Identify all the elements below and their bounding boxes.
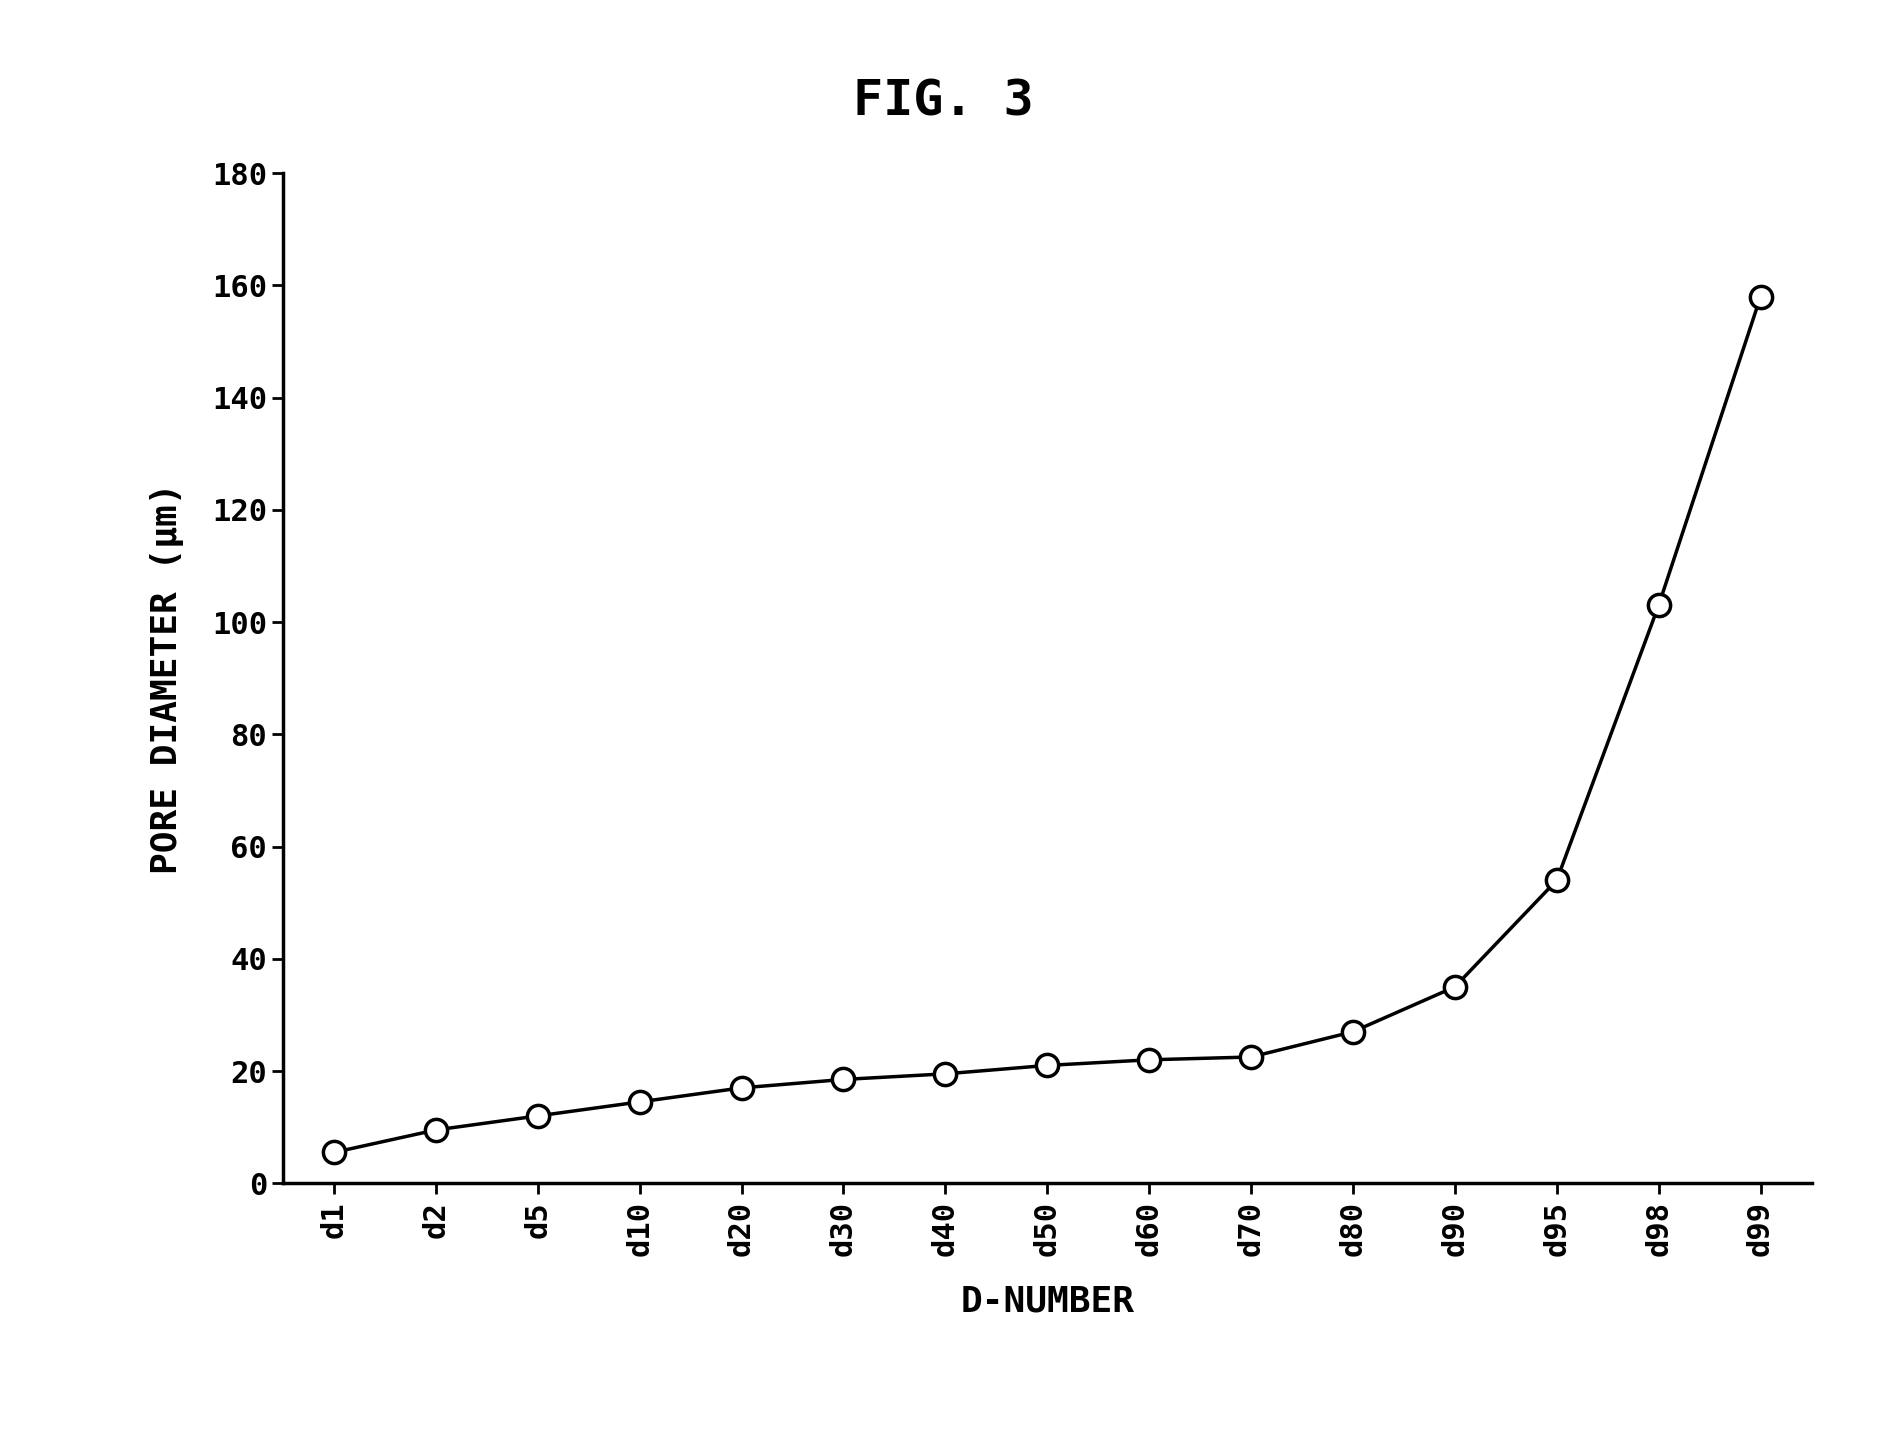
- X-axis label: D-NUMBER: D-NUMBER: [960, 1284, 1134, 1319]
- Y-axis label: PORE DIAMETER (μm): PORE DIAMETER (μm): [151, 482, 185, 874]
- Text: FIG. 3: FIG. 3: [853, 76, 1034, 126]
